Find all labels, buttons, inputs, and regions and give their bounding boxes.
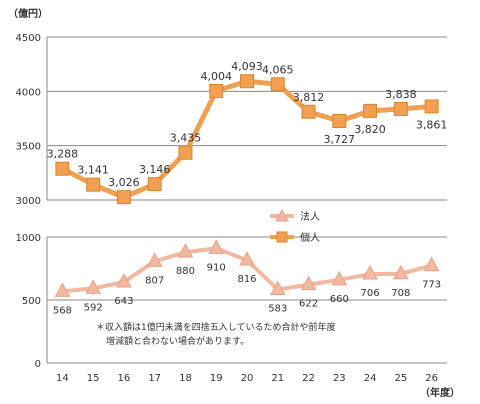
data-label-kojin: 3,146: [139, 163, 171, 176]
data-label-hojin: 622: [299, 299, 318, 310]
data-point-kojin: [332, 113, 347, 128]
square-marker-icon: [276, 231, 288, 243]
data-label-kojin: 3,288: [47, 148, 79, 161]
data-label-hojin: 568: [53, 305, 72, 316]
data-point-hojin: [331, 270, 348, 286]
data-point-hojin: [54, 282, 71, 297]
data-label-hojin: 660: [330, 294, 349, 305]
data-point-kojin: [301, 104, 316, 119]
footnote-line-1: ＊収入額は1億円未満を四捨五入しているため合計や前年度: [96, 321, 335, 333]
data-label-kojin: 4,065: [262, 63, 294, 76]
lower-panel: 0 500 1000 568 592 643 807 880 910 816 583 622 660 70…: [16, 233, 447, 370]
data-label-kojin: 3,727: [324, 133, 356, 146]
data-point-hojin: [423, 256, 440, 272]
data-label-kojin: 3,820: [354, 123, 386, 136]
data-point-hojin: [208, 239, 225, 254]
data-point-kojin: [116, 190, 131, 205]
x-tick-label: 24: [364, 373, 377, 384]
x-tick-label: 20: [241, 373, 254, 384]
x-tick-label: 17: [148, 373, 161, 384]
data-label-hojin: 880: [176, 266, 195, 277]
x-tick-label: 21: [271, 373, 284, 384]
data-label-hojin: 910: [207, 262, 226, 273]
data-label-kojin: 3,838: [385, 88, 417, 101]
x-tick-label: 22: [302, 373, 315, 384]
data-label-kojin: 4,093: [231, 60, 263, 73]
y-unit-label: （億円）: [8, 7, 48, 20]
data-label-hojin: 583: [268, 304, 287, 315]
legend-label-hojin: 法人: [300, 210, 320, 223]
upper-y-tick-label: 4000: [16, 87, 41, 98]
data-point-hojin: [362, 264, 378, 280]
data-point-hojin: [300, 275, 317, 291]
x-tick-label: 26: [425, 373, 438, 384]
data-point-hojin: [85, 279, 101, 294]
x-axis-unit-label: （年度）: [420, 386, 460, 399]
footnote: ＊収入額は1億円未満を四捨五入しているため合計や前年度 増減額と合わない場合があ…: [96, 321, 335, 347]
data-label-hojin: 708: [391, 288, 410, 299]
legend-item-hojin: 法人: [270, 208, 320, 223]
footnote-line-2: 増減額と合わない場合があります。: [106, 335, 249, 347]
data-point-kojin: [240, 74, 254, 89]
data-point-kojin: [270, 77, 285, 92]
x-tick-labels: 14 15 16 17 18 19 20 21 22 23 24 25 26: [56, 373, 438, 384]
x-tick-label: 15: [87, 373, 100, 384]
x-tick-label: 18: [179, 373, 192, 384]
legend: 法人 個人: [270, 208, 320, 244]
data-point-kojin: [55, 161, 70, 176]
data-point-hojin: [239, 251, 255, 266]
x-tick-label: 16: [118, 373, 131, 384]
lower-y-tick-label: 0: [35, 359, 41, 370]
lower-y-tick-label: 500: [22, 296, 41, 307]
data-point-hojin: [177, 243, 194, 258]
data-point-kojin: [363, 103, 378, 118]
data-point-kojin: [424, 99, 439, 114]
data-label-kojin: 3,812: [293, 91, 325, 104]
upper-y-tick-label: 4500: [16, 33, 41, 44]
triangle-marker-icon: [275, 208, 289, 222]
data-label-kojin: 3,861: [416, 118, 448, 131]
data-point-kojin: [86, 177, 101, 192]
data-label-hojin: 643: [114, 296, 133, 307]
data-label-kojin: 3,141: [77, 164, 109, 177]
x-tick-label: 14: [56, 373, 69, 384]
upper-y-tick-label: 3000: [16, 196, 41, 207]
upper-y-tick-label: 3500: [16, 142, 41, 153]
data-label-hojin: 816: [237, 274, 256, 285]
data-label-hojin: 773: [422, 280, 441, 291]
legend-label-kojin: 個人: [300, 231, 320, 244]
data-point-hojin: [269, 280, 286, 296]
data-label-hojin: 706: [361, 288, 380, 299]
data-label-kojin: 3,026: [108, 176, 140, 189]
data-point-kojin: [147, 177, 162, 192]
data-label-kojin: 3,435: [170, 132, 202, 145]
data-label-hojin: 807: [145, 275, 164, 286]
data-point-hojin: [116, 272, 132, 288]
data-point-kojin: [178, 145, 193, 160]
data-point-kojin: [393, 101, 408, 116]
x-tick-label: 19: [210, 373, 223, 384]
data-point-kojin: [209, 83, 224, 98]
lower-y-tick-label: 1000: [16, 233, 41, 244]
legend-item-kojin: 個人: [270, 231, 320, 244]
x-tick-label: 23: [333, 373, 346, 384]
x-tick-label: 25: [394, 373, 407, 384]
data-label-kojin: 4,004: [200, 70, 232, 83]
data-point-hojin: [146, 252, 163, 267]
data-label-hojin: 592: [84, 302, 103, 313]
data-point-hojin: [393, 264, 409, 280]
